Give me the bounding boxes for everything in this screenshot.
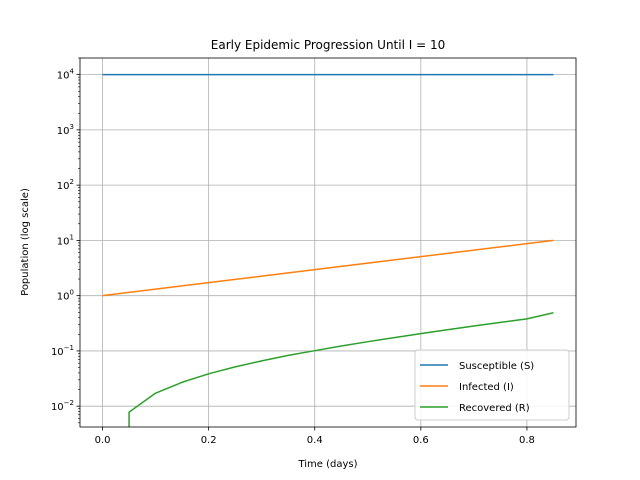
legend-box [414,349,570,421]
y-tick-label: 103 [57,123,74,137]
y-tick-label: 10−1 [51,344,74,358]
x-tick-label: 0.2 [201,435,217,446]
chart-title: Early Epidemic Progression Until I = 10 [211,38,445,52]
series-layer [102,73,554,427]
x-tick-label: 0.0 [95,435,111,446]
legend: Susceptible (S) Infected (I) Recovered (R) [414,349,570,421]
legend-label: Infected (I) [459,382,514,393]
plot-frame [79,57,577,428]
y-tick-label: 100 [57,289,74,303]
y-tick-label: 104 [57,68,75,82]
y-tick-label: 102 [57,178,74,192]
x-tick-label: 0.4 [307,435,323,446]
legend-label: Recovered (R) [459,403,530,414]
legend-label: Susceptible (S) [459,361,534,372]
x-tick-label: 0.6 [413,435,429,446]
x-tick-label: 0.8 [519,435,535,446]
x-axis-label: Time (days) [297,459,357,470]
grid [80,58,576,427]
series-line-2 [102,239,554,297]
y-tick-label: 101 [57,233,74,247]
series-line-3 [128,312,554,427]
x-axis: 0.0 0.2 0.4 0.6 0.8 [95,427,535,446]
y-tick-label: 10−2 [51,399,74,413]
y-axis-label: Population (log scale) [20,188,31,296]
y-axis: 10−2 10−1 100 101 102 103 104 [51,57,80,424]
